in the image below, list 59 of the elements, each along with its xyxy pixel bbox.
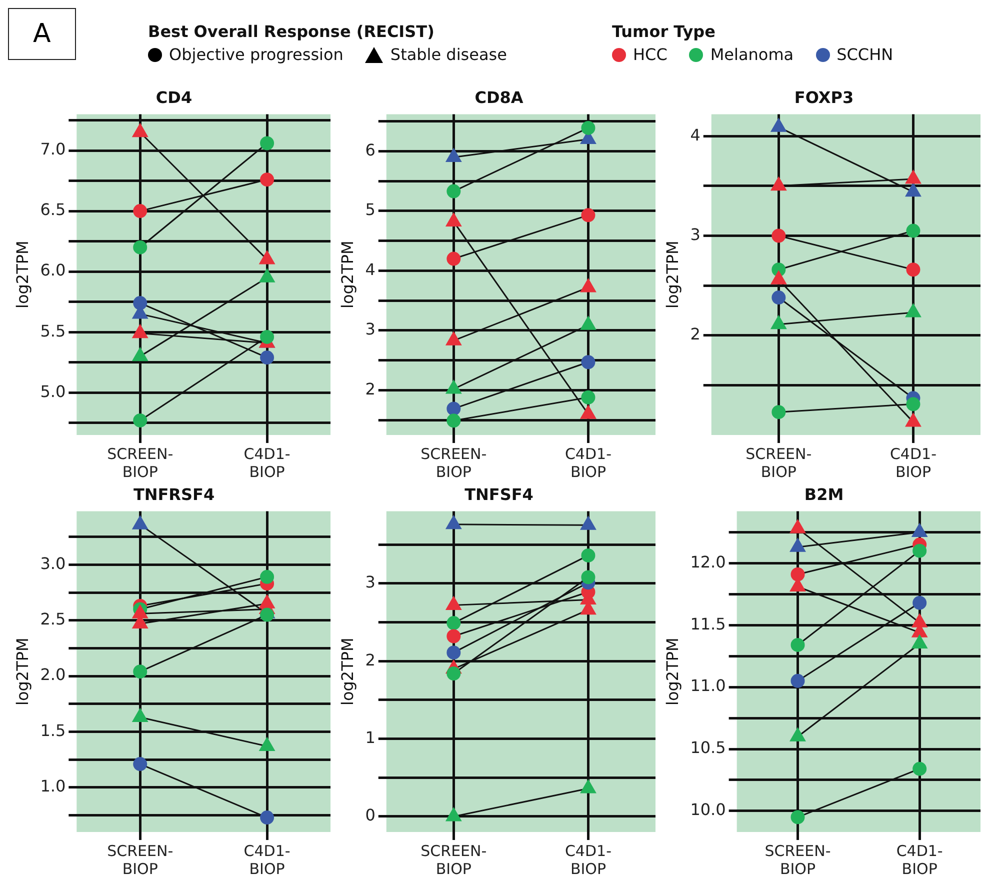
y-axis-title: log2TPM [338, 240, 357, 308]
y-tick-label: 11.0 [690, 676, 726, 696]
y-axis-title: log2TPM [338, 638, 357, 706]
y-tick-label: 1 [365, 728, 376, 747]
y-tick-label: 0 [365, 806, 376, 825]
y-tick-label: 2 [365, 379, 376, 398]
y-tick-label: 5.5 [40, 321, 66, 340]
x-tick-label: C4D1-BIOP [564, 842, 612, 878]
y-tick-label: 6 [365, 140, 376, 160]
y-tick-label: 4 [690, 125, 700, 144]
chart-title: TNFSF4 [464, 484, 534, 504]
y-tick-label: 3.0 [40, 554, 66, 573]
y-tick-label: 3 [365, 320, 376, 339]
y-tick-label: 2.5 [40, 610, 66, 629]
x-tick-label: SCREEN-BIOP [420, 842, 487, 878]
x-tick-label: C4D1-BIOP [890, 444, 936, 481]
x-tick-label: C4D1-BIOP [244, 842, 290, 878]
y-axis-title: log2TPM [12, 240, 32, 308]
y-tick-label: 1.5 [40, 720, 66, 740]
y-tick-label: 10.0 [690, 800, 726, 820]
y-tick-label: 6.5 [40, 200, 66, 220]
y-tick-label: 5.0 [40, 382, 66, 401]
y-tick-label: 5 [365, 200, 376, 220]
y-tick-label: 1.0 [40, 776, 66, 796]
legend-label: HCC [633, 45, 668, 64]
y-tick-label: 2.0 [40, 665, 66, 684]
y-tick-label: 4 [365, 260, 376, 279]
chart-title: B2M [804, 484, 844, 504]
y-tick-label: 3 [365, 572, 376, 592]
y-axis-title: log2TPM [662, 638, 682, 706]
x-tick-label: SCREEN-BIOP [107, 842, 174, 878]
y-tick-label: 11.5 [690, 614, 726, 634]
x-tick-label: C4D1-BIOP [896, 842, 943, 878]
chart-title: TNFRSF4 [133, 484, 215, 504]
y-tick-label: 7.0 [40, 140, 66, 159]
legend-label: SCCHN [836, 45, 894, 64]
chart-title: CD4 [156, 88, 192, 107]
legend-title: Tumor Type [612, 22, 716, 41]
x-tick-label: SCREEN-BIOP [764, 842, 831, 878]
y-axis-title: log2TPM [12, 638, 32, 706]
legend-label: Stable disease [390, 45, 507, 64]
y-tick-label: 2 [690, 324, 700, 344]
y-tick-label: 3 [690, 224, 700, 244]
text: A [8, 8, 76, 60]
chart-title: CD8A [474, 88, 524, 107]
y-axis-title: log2TPM [662, 240, 682, 308]
x-tick-label: C4D1-BIOP [244, 444, 290, 481]
legend-label: Melanoma [710, 45, 794, 64]
x-tick-label: SCREEN-BIOP [107, 444, 174, 481]
x-tick-label: SCREEN-BIOP [420, 444, 487, 481]
y-tick-label: 6.0 [40, 260, 66, 280]
y-tick-label: 10.5 [690, 738, 726, 758]
x-tick-label: C4D1-BIOP [564, 444, 612, 481]
y-tick-label: 2 [365, 650, 376, 670]
chart-title: FOXP3 [794, 88, 854, 107]
legend-label: Objective progression [169, 45, 344, 64]
y-tick-label: 12.0 [690, 552, 726, 572]
x-tick-label: SCREEN-BIOP [746, 444, 812, 481]
legend-title: Best Overall Response (RECIST) [148, 22, 436, 41]
